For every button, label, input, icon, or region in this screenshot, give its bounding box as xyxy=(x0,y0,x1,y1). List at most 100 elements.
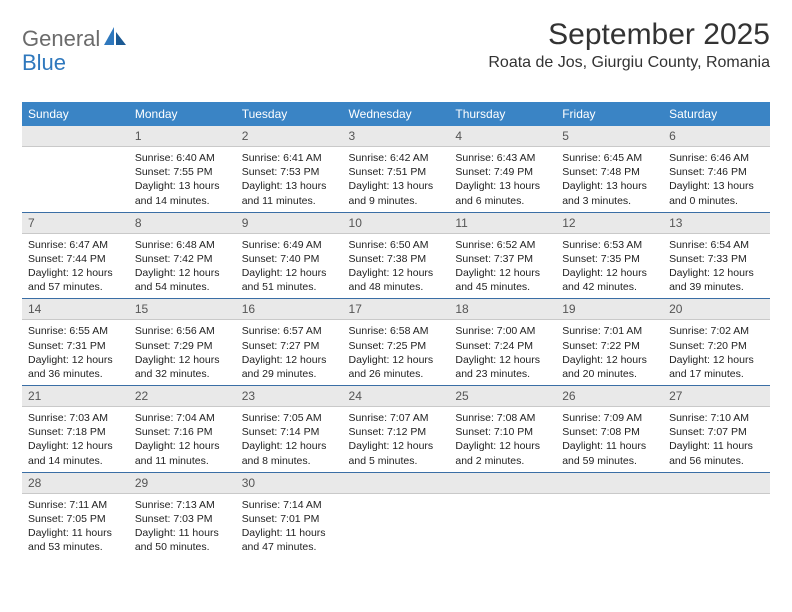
sunrise-line: Sunrise: 7:01 AM xyxy=(562,324,657,338)
sunrise-line: Sunrise: 7:00 AM xyxy=(455,324,550,338)
sunrise-line: Sunrise: 7:10 AM xyxy=(669,411,764,425)
daylight-line: Daylight: 12 hours and 23 minutes. xyxy=(455,353,550,381)
day-number: 8 xyxy=(129,213,236,234)
week-row: 14Sunrise: 6:55 AMSunset: 7:31 PMDayligh… xyxy=(22,299,770,386)
sunset-line: Sunset: 7:49 PM xyxy=(455,165,550,179)
month-title: September 2025 xyxy=(488,18,770,52)
day-number: 2 xyxy=(236,126,343,147)
day-number: 3 xyxy=(343,126,450,147)
day-cell: 26Sunrise: 7:09 AMSunset: 7:08 PMDayligh… xyxy=(556,386,663,473)
day-cell: 7Sunrise: 6:47 AMSunset: 7:44 PMDaylight… xyxy=(22,212,129,299)
sunrise-line: Sunrise: 6:40 AM xyxy=(135,151,230,165)
sunrise-line: Sunrise: 7:13 AM xyxy=(135,498,230,512)
daylight-line: Daylight: 12 hours and 14 minutes. xyxy=(28,439,123,467)
day-header: Sunday xyxy=(22,102,129,126)
day-cell: 17Sunrise: 6:58 AMSunset: 7:25 PMDayligh… xyxy=(343,299,450,386)
daylight-line: Daylight: 12 hours and 39 minutes. xyxy=(669,266,764,294)
sunset-line: Sunset: 7:44 PM xyxy=(28,252,123,266)
logo: General xyxy=(22,26,130,52)
sunrise-line: Sunrise: 6:43 AM xyxy=(455,151,550,165)
day-body: Sunrise: 6:48 AMSunset: 7:42 PMDaylight:… xyxy=(129,234,236,299)
logo-text-general: General xyxy=(22,26,100,52)
sunrise-line: Sunrise: 6:46 AM xyxy=(669,151,764,165)
sunset-line: Sunset: 7:40 PM xyxy=(242,252,337,266)
daylight-line: Daylight: 12 hours and 42 minutes. xyxy=(562,266,657,294)
day-number: 10 xyxy=(343,213,450,234)
sunset-line: Sunset: 7:37 PM xyxy=(455,252,550,266)
sunrise-line: Sunrise: 7:08 AM xyxy=(455,411,550,425)
daylight-line: Daylight: 13 hours and 0 minutes. xyxy=(669,179,764,207)
day-number: 1 xyxy=(129,126,236,147)
day-cell: 30Sunrise: 7:14 AMSunset: 7:01 PMDayligh… xyxy=(236,472,343,558)
day-header: Saturday xyxy=(663,102,770,126)
day-cell: 10Sunrise: 6:50 AMSunset: 7:38 PMDayligh… xyxy=(343,212,450,299)
day-cell: 20Sunrise: 7:02 AMSunset: 7:20 PMDayligh… xyxy=(663,299,770,386)
sunrise-line: Sunrise: 6:53 AM xyxy=(562,238,657,252)
day-body: Sunrise: 6:52 AMSunset: 7:37 PMDaylight:… xyxy=(449,234,556,299)
sunrise-line: Sunrise: 6:48 AM xyxy=(135,238,230,252)
daylight-line: Daylight: 12 hours and 11 minutes. xyxy=(135,439,230,467)
day-header: Wednesday xyxy=(343,102,450,126)
day-body: Sunrise: 7:08 AMSunset: 7:10 PMDaylight:… xyxy=(449,407,556,472)
day-number-row xyxy=(22,126,129,147)
day-header-row: Sunday Monday Tuesday Wednesday Thursday… xyxy=(22,102,770,126)
day-body: Sunrise: 6:58 AMSunset: 7:25 PMDaylight:… xyxy=(343,320,450,385)
day-number: 16 xyxy=(236,299,343,320)
day-body: Sunrise: 7:10 AMSunset: 7:07 PMDaylight:… xyxy=(663,407,770,472)
day-body: Sunrise: 7:07 AMSunset: 7:12 PMDaylight:… xyxy=(343,407,450,472)
day-body: Sunrise: 6:56 AMSunset: 7:29 PMDaylight:… xyxy=(129,320,236,385)
sunset-line: Sunset: 7:18 PM xyxy=(28,425,123,439)
day-body: Sunrise: 6:57 AMSunset: 7:27 PMDaylight:… xyxy=(236,320,343,385)
day-cell: 9Sunrise: 6:49 AMSunset: 7:40 PMDaylight… xyxy=(236,212,343,299)
sunrise-line: Sunrise: 6:41 AM xyxy=(242,151,337,165)
day-header: Friday xyxy=(556,102,663,126)
daylight-line: Daylight: 13 hours and 11 minutes. xyxy=(242,179,337,207)
sunrise-line: Sunrise: 6:54 AM xyxy=(669,238,764,252)
daylight-line: Daylight: 13 hours and 6 minutes. xyxy=(455,179,550,207)
sunset-line: Sunset: 7:16 PM xyxy=(135,425,230,439)
day-number-row xyxy=(343,473,450,494)
day-number: 12 xyxy=(556,213,663,234)
calendar-body: 1 Sunrise: 6:40 AMSunset: 7:55 PM Daylight… xyxy=(22,126,770,558)
week-row: 7Sunrise: 6:47 AMSunset: 7:44 PMDaylight… xyxy=(22,212,770,299)
day-body: Sunrise: 6:46 AMSunset: 7:46 PMDaylight:… xyxy=(663,147,770,212)
day-cell: 4Sunrise: 6:43 AMSunset: 7:49 PMDaylight… xyxy=(449,126,556,212)
day-cell: 27Sunrise: 7:10 AMSunset: 7:07 PMDayligh… xyxy=(663,386,770,473)
week-row: 1 Sunrise: 6:40 AMSunset: 7:55 PM Daylight… xyxy=(22,126,770,212)
day-body: Sunrise: 7:04 AMSunset: 7:16 PMDaylight:… xyxy=(129,407,236,472)
day-body: Sunrise: 6:49 AMSunset: 7:40 PMDaylight:… xyxy=(236,234,343,299)
daylight-line: Daylight: 12 hours and 45 minutes. xyxy=(455,266,550,294)
day-cell xyxy=(556,472,663,558)
day-body: Sunrise: 7:00 AMSunset: 7:24 PMDaylight:… xyxy=(449,320,556,385)
sunset-line: Sunset: 7:55 PM xyxy=(135,165,230,179)
logo-blue-wrap: Blue xyxy=(22,50,66,76)
sunset-line: Sunset: 7:22 PM xyxy=(562,339,657,353)
day-cell: 13Sunrise: 6:54 AMSunset: 7:33 PMDayligh… xyxy=(663,212,770,299)
day-body: Sunrise: 6:43 AMSunset: 7:49 PMDaylight:… xyxy=(449,147,556,212)
daylight-line: Daylight: 11 hours and 59 minutes. xyxy=(562,439,657,467)
day-number: 18 xyxy=(449,299,556,320)
day-number: 4 xyxy=(449,126,556,147)
day-cell: 22Sunrise: 7:04 AMSunset: 7:16 PMDayligh… xyxy=(129,386,236,473)
day-body: Sunrise: 6:50 AMSunset: 7:38 PMDaylight:… xyxy=(343,234,450,299)
location: Roata de Jos, Giurgiu County, Romania xyxy=(488,54,770,72)
sunrise-line: Sunrise: 7:09 AM xyxy=(562,411,657,425)
day-number: 5 xyxy=(556,126,663,147)
day-body: Sunrise: 7:03 AMSunset: 7:18 PMDaylight:… xyxy=(22,407,129,472)
day-number: 17 xyxy=(343,299,450,320)
day-body: Sunrise: 6:53 AMSunset: 7:35 PMDaylight:… xyxy=(556,234,663,299)
week-row: 21Sunrise: 7:03 AMSunset: 7:18 PMDayligh… xyxy=(22,386,770,473)
day-header: Thursday xyxy=(449,102,556,126)
daylight-line: Daylight: 12 hours and 36 minutes. xyxy=(28,353,123,381)
sunrise-line: Sunrise: 6:52 AM xyxy=(455,238,550,252)
sunset-line: Sunset: 7:25 PM xyxy=(349,339,444,353)
logo-text-blue: Blue xyxy=(22,50,66,75)
sunset-line: Sunset: 7:05 PM xyxy=(28,512,123,526)
sunset-line: Sunset: 7:10 PM xyxy=(455,425,550,439)
title-block: September 2025 Roata de Jos, Giurgiu Cou… xyxy=(488,18,770,72)
day-cell: 5Sunrise: 6:45 AMSunset: 7:48 PMDaylight… xyxy=(556,126,663,212)
day-number-row xyxy=(449,473,556,494)
day-number: 30 xyxy=(236,473,343,494)
day-cell xyxy=(22,126,129,212)
day-number: 21 xyxy=(22,386,129,407)
